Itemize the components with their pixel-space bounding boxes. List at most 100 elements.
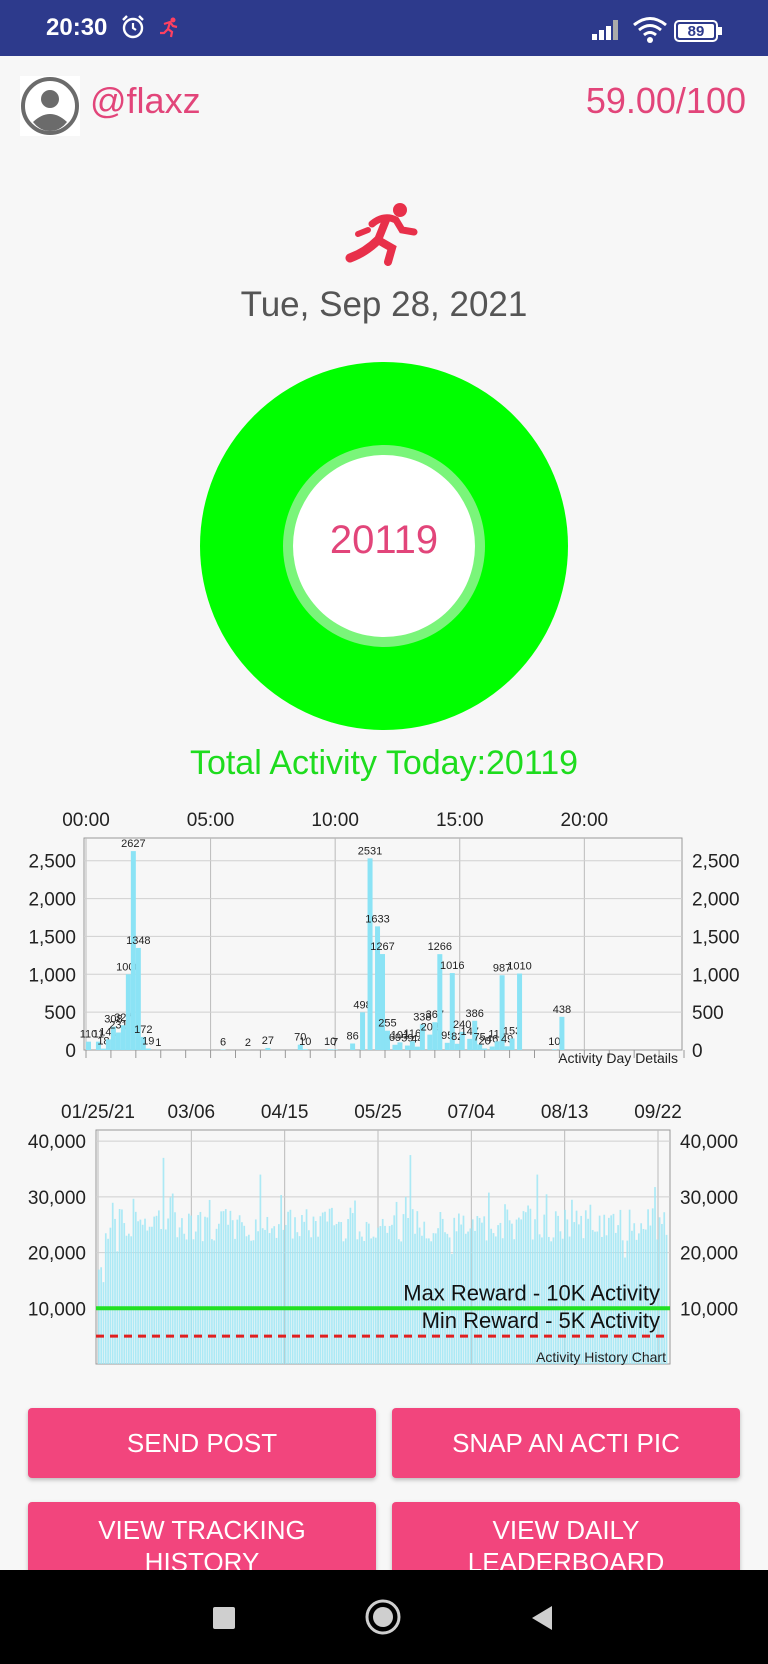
- history-chart-bar: [402, 1214, 405, 1364]
- history-chart-bar: [471, 1219, 474, 1364]
- history-chart-bar: [296, 1232, 299, 1364]
- history-chart-bar: [663, 1212, 666, 1364]
- history-chart-bar: [617, 1225, 619, 1364]
- history-chart-bar: [342, 1241, 345, 1364]
- history-chart-bar: [418, 1227, 421, 1364]
- history-chart-bar: [128, 1233, 130, 1364]
- day-chart-y-tick-right: 0: [692, 1041, 703, 1062]
- history-chart-bar: [651, 1208, 654, 1364]
- day-chart-bar: [477, 1044, 483, 1050]
- history-chart-bar: [178, 1227, 181, 1364]
- day-chart-data-label: 70: [294, 1032, 306, 1044]
- history-chart-bar: [628, 1209, 631, 1364]
- history-chart-bar: [201, 1241, 204, 1364]
- history-chart-bar: [416, 1211, 419, 1364]
- history-chart-bar: [278, 1224, 280, 1364]
- history-chart-bar: [109, 1227, 112, 1364]
- history-chart-bar: [527, 1205, 529, 1364]
- day-chart-data-label: 19: [142, 1036, 154, 1048]
- history-chart-bar: [584, 1210, 587, 1364]
- history-chart-y-tick-right: 10,000: [680, 1299, 738, 1320]
- history-chart-bar: [430, 1241, 433, 1364]
- history-chart-bar: [338, 1221, 340, 1364]
- history-chart-bar: [280, 1195, 283, 1364]
- history-chart-bar: [365, 1221, 368, 1364]
- history-chart-bar: [619, 1209, 622, 1364]
- history-chart-bar: [524, 1212, 527, 1364]
- history-chart-bar: [169, 1197, 172, 1364]
- history-chart-bar: [199, 1211, 202, 1364]
- history-chart-bar: [511, 1223, 513, 1364]
- history-chart-bar: [111, 1202, 114, 1364]
- history-chart-bar: [294, 1217, 296, 1364]
- day-chart-bar: [409, 1041, 415, 1050]
- history-chart-bar: [603, 1214, 606, 1364]
- history-chart-bar: [654, 1187, 656, 1364]
- history-chart-bar: [587, 1218, 589, 1364]
- history-chart-bar: [642, 1228, 645, 1364]
- username[interactable]: @flaxz: [90, 80, 201, 121]
- user-avatar-icon[interactable]: [20, 76, 80, 136]
- history-chart-bar: [656, 1239, 659, 1364]
- history-chart-bar: [492, 1233, 495, 1364]
- history-chart-bar: [222, 1211, 225, 1364]
- day-chart-bar: [302, 1049, 308, 1050]
- history-chart-bar: [631, 1230, 633, 1364]
- history-chart-bar: [139, 1219, 142, 1364]
- history-chart-bar: [208, 1199, 211, 1364]
- history-chart-bar: [545, 1194, 548, 1364]
- history-chart-bar: [264, 1229, 266, 1364]
- history-chart-bar: [455, 1231, 458, 1364]
- ring-value: 20119: [329, 518, 439, 562]
- history-chart-bar: [432, 1233, 435, 1364]
- day-chart-data-label: 2531: [358, 845, 382, 857]
- history-chart-bar: [289, 1209, 292, 1364]
- history-chart-bar: [444, 1232, 446, 1364]
- history-chart-bar: [314, 1221, 317, 1364]
- history-chart-bar: [504, 1204, 506, 1364]
- history-chart-bar: [137, 1221, 139, 1364]
- history-chart-bar: [134, 1211, 137, 1364]
- history-chart-bar: [245, 1236, 248, 1364]
- history-chart-bar: [518, 1217, 520, 1364]
- history-chart-bar: [132, 1198, 135, 1364]
- wifi-icon: [633, 17, 667, 43]
- snap-acti-pic-button[interactable]: SNAP AN ACTI PIC: [392, 1408, 740, 1478]
- day-chart-bar: [489, 1046, 495, 1050]
- day-chart-y-tick-left: 1,500: [28, 927, 76, 948]
- day-chart-data-label: 27: [262, 1035, 274, 1047]
- history-chart-bar: [453, 1217, 456, 1364]
- day-chart-bar: [367, 858, 373, 1050]
- cell-signal-icon: [592, 20, 618, 40]
- back-triangle-icon[interactable]: [528, 1604, 556, 1632]
- history-chart-bar: [582, 1238, 585, 1364]
- history-chart-bar: [291, 1238, 294, 1364]
- history-chart-bar: [665, 1234, 668, 1364]
- history-chart-bar: [550, 1241, 553, 1364]
- history-chart-bar: [181, 1218, 183, 1364]
- history-chart-bar: [190, 1215, 193, 1364]
- send-post-button[interactable]: SEND POST: [28, 1408, 376, 1478]
- history-chart-bar: [448, 1237, 451, 1364]
- day-chart-data-label: 10: [324, 1036, 336, 1048]
- status-time: 20:30: [46, 14, 108, 41]
- day-chart-data-label: 11: [93, 1029, 104, 1041]
- history-chart-bar: [215, 1228, 218, 1364]
- history-chart-bar: [624, 1257, 626, 1364]
- history-chart-bar: [474, 1230, 476, 1364]
- history-chart-x-tick: 05/25: [354, 1102, 402, 1123]
- history-chart-bar: [351, 1213, 354, 1364]
- day-chart-y-tick-right: 1,500: [692, 927, 740, 948]
- day-chart-bar: [444, 1042, 450, 1050]
- home-circle-icon[interactable]: [364, 1598, 402, 1636]
- history-chart-bar: [305, 1209, 308, 1364]
- day-chart-data-label: 1266: [428, 941, 452, 953]
- day-chart-data-label: 1016: [440, 960, 464, 972]
- recents-square-icon[interactable]: [212, 1606, 236, 1630]
- history-chart-bar: [319, 1216, 322, 1364]
- battery-icon: 89: [674, 20, 722, 42]
- history-chart-bar: [312, 1216, 315, 1364]
- day-chart-data-label: 1267: [370, 941, 394, 953]
- history-chart-bar: [469, 1228, 472, 1364]
- history-chart-bar: [437, 1228, 439, 1364]
